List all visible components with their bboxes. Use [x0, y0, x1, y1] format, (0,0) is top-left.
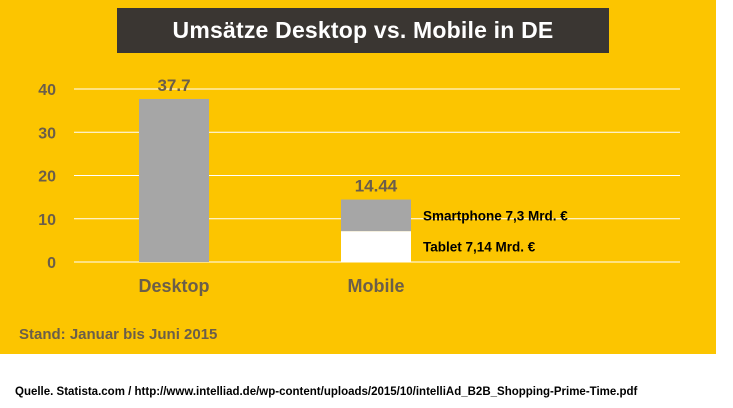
bar-mobile-tablet [341, 231, 411, 262]
chart-panel [0, 0, 716, 354]
bar-mobile-smartphone [341, 199, 411, 232]
bar-chart: 0 10 20 30 40 37.7 Desktop 14.44 Mobile Smartphon… [38, 76, 680, 296]
x-tick-label-desktop: Desktop [138, 276, 209, 296]
stand-note: Stand: Januar bis Juni 2015 [19, 326, 218, 343]
y-tick-label-20: 20 [38, 169, 56, 186]
source-line: Quelle. Statista.com / http://www.intell… [15, 386, 638, 398]
chart-title: Umsätze Desktop vs. Mobile in DE [172, 17, 554, 43]
y-tick-label-10: 10 [38, 212, 56, 229]
segment-label-tablet: Tablet 7,14 Mrd. € [423, 240, 536, 255]
y-tick-label-0: 0 [47, 255, 56, 272]
y-tick-label-30: 30 [38, 125, 56, 142]
y-tick-label-40: 40 [38, 82, 56, 99]
bar-desktop-desktop [139, 98, 209, 262]
title-banner: Umsätze Desktop vs. Mobile in DE [117, 8, 609, 53]
data-label-mobile: 14.44 [355, 177, 398, 196]
segment-label-smartphone: Smartphone 7,3 Mrd. € [423, 208, 568, 223]
data-label-desktop: 37.7 [157, 76, 190, 95]
x-tick-label-mobile: Mobile [348, 276, 405, 296]
